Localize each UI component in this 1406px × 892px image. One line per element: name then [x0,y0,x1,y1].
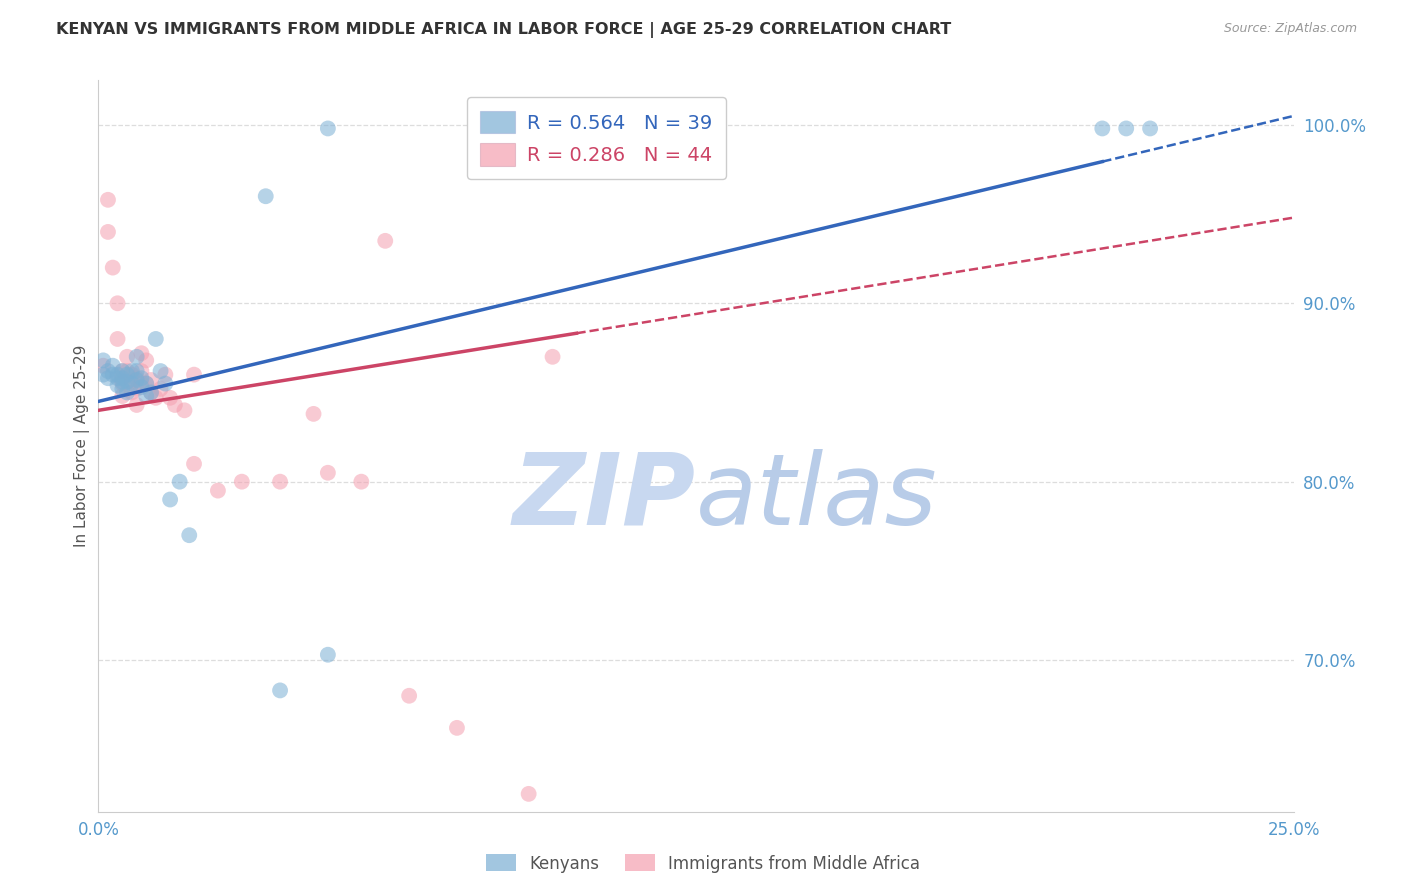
Point [179,528,201,542]
Point [254,189,277,203]
Point [115,368,138,382]
Point [155,368,177,382]
Point [145,332,167,346]
Point [97,225,120,239]
Point [125,398,148,412]
Point [302,407,325,421]
Point [91,368,114,382]
Point [97,364,120,378]
Point [183,457,205,471]
Point [163,398,186,412]
Point [135,376,157,391]
Point [107,332,129,346]
Point [1139,121,1161,136]
Legend: Kenyans, Immigrants from Middle Africa: Kenyans, Immigrants from Middle Africa [479,847,927,880]
Text: KENYAN VS IMMIGRANTS FROM MIDDLE AFRICA IN LABOR FORCE | AGE 25-29 CORRELATION C: KENYAN VS IMMIGRANTS FROM MIDDLE AFRICA … [56,22,952,38]
Point [169,475,191,489]
Point [316,466,339,480]
Point [91,353,114,368]
Point [101,368,124,382]
Point [269,683,291,698]
Point [541,350,564,364]
Point [111,382,134,396]
Point [111,376,134,391]
Point [115,385,138,400]
Point [107,371,129,385]
Point [159,492,181,507]
Point [269,475,291,489]
Point [131,376,153,391]
Point [149,364,172,378]
Point [111,371,134,385]
Point [101,359,124,373]
Point [115,364,138,378]
Point [107,378,129,392]
Point [115,375,138,389]
Point [121,376,143,391]
Point [125,364,148,378]
Point [111,389,134,403]
Text: Source: ZipAtlas.com: Source: ZipAtlas.com [1223,22,1357,36]
Point [111,371,134,385]
Point [121,385,143,400]
Point [135,353,157,368]
Point [231,475,253,489]
Point [139,373,162,387]
Point [121,375,143,389]
Point [159,391,181,405]
Point [1091,121,1114,136]
Point [111,375,134,389]
Point [107,296,129,310]
Point [131,346,153,360]
Point [111,364,134,378]
Point [131,364,153,378]
Point [107,368,129,382]
Point [517,787,540,801]
Point [125,371,148,385]
Point [125,373,148,387]
Point [97,371,120,385]
Point [446,721,468,735]
Point [139,385,162,400]
Point [316,648,339,662]
Point [135,376,157,391]
Point [111,364,134,378]
Point [131,371,153,385]
Point [145,391,167,405]
Point [398,689,420,703]
Point [350,475,373,489]
Point [1115,121,1137,136]
Point [139,385,162,400]
Point [125,382,148,396]
Point [115,350,138,364]
Point [207,483,229,498]
Point [155,376,177,391]
Point [121,368,143,382]
Point [173,403,195,417]
Point [149,382,172,396]
Text: ZIP: ZIP [513,449,696,546]
Point [135,389,157,403]
Point [101,260,124,275]
Text: atlas: atlas [696,449,938,546]
Point [125,350,148,364]
Point [316,121,339,136]
Point [374,234,396,248]
Point [121,364,143,378]
Legend: R = 0.564   N = 39, R = 0.286   N = 44: R = 0.564 N = 39, R = 0.286 N = 44 [467,97,725,179]
Point [97,193,120,207]
Point [183,368,205,382]
Point [91,359,114,373]
Point [131,380,153,394]
Y-axis label: In Labor Force | Age 25-29: In Labor Force | Age 25-29 [75,345,90,547]
